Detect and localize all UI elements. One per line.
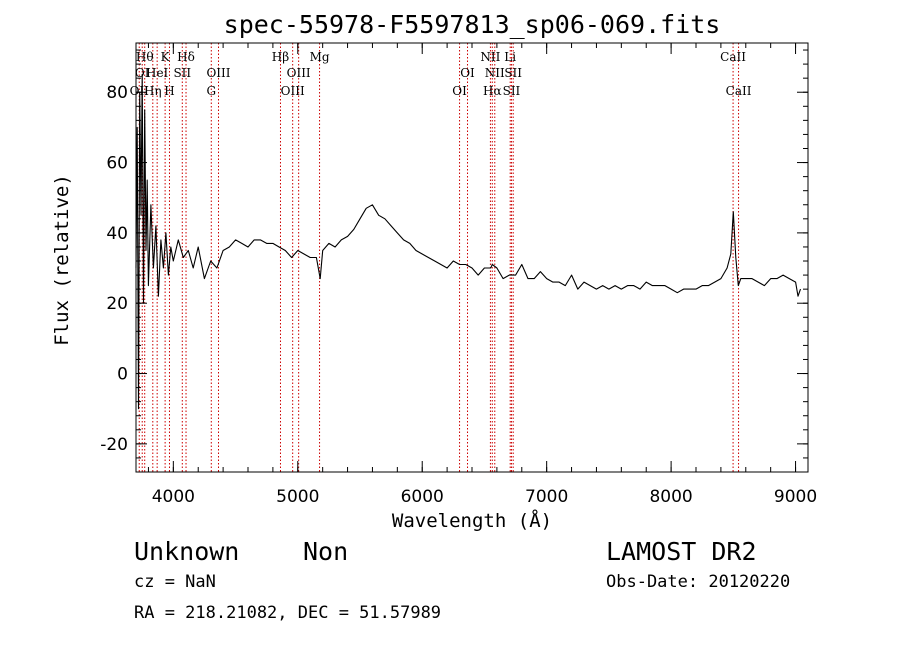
plot-frame (135, 42, 809, 473)
spectrum-series (135, 74, 802, 410)
spectral-line-label: OIII (281, 84, 305, 98)
survey-name: LAMOST DR2 (606, 537, 757, 566)
y-tick-label: -20 (100, 435, 128, 455)
x-tick-label: 8000 (649, 487, 692, 507)
spectral-line-labels: OII OI Hθ Hη HeI K H SII Hδ G OIII Hβ OIII OIII Mg OI OI… (130, 50, 752, 98)
spectral-line-label: NII (485, 66, 505, 80)
spectral-line-label: OI (452, 84, 467, 98)
x-tick-label: 5000 (276, 487, 319, 507)
spectrum-line (135, 74, 802, 410)
x-tick-label: 7000 (525, 487, 568, 507)
y-tick-label: 60 (106, 154, 128, 174)
chart-title: spec-55978-F5597813_sp06-069.fits (223, 10, 721, 39)
spectral-line-label: SII (173, 66, 191, 80)
x-tick-label: 6000 (401, 487, 444, 507)
spectral-line-label: Mg (310, 50, 330, 64)
spectral-line-label: NII (480, 50, 500, 64)
spectral-line-label: Li (504, 50, 516, 64)
spectral-line-label: H (164, 84, 174, 98)
y-axis-label: Flux (relative) (51, 174, 73, 346)
y-tick-label: 80 (106, 83, 128, 103)
spectral-line-label: SII (504, 66, 522, 80)
x-tick-label: 9000 (774, 487, 817, 507)
spectral-line-label: OII (130, 84, 150, 98)
spectral-line-label: Hα (483, 84, 502, 98)
spectral-line-label: Hδ (177, 50, 195, 64)
y-tick-label: 40 (106, 224, 128, 244)
axis-ticks (136, 43, 808, 473)
spectral-line-label: OI (460, 66, 475, 80)
object-subclass: Non (303, 537, 349, 566)
observation-date: Obs-Date: 20120220 (606, 572, 791, 592)
spectral-line-label: OIII (206, 66, 230, 80)
spectral-line-markers (138, 43, 740, 472)
spectral-line-label: CaII (726, 84, 752, 98)
y-tick-label: 20 (106, 294, 128, 314)
spectral-line-label: SII (503, 84, 521, 98)
axis-tick-labels: 4000 5000 6000 7000 8000 9000 -20 0 20 40 60 80 (100, 83, 817, 507)
spectral-line-label: Hη (144, 84, 162, 98)
spectral-line-label: HeI (146, 66, 169, 80)
spectral-line-label: G (206, 84, 216, 98)
spectral-line-label: CaII (720, 50, 746, 64)
redshift-readout: cz = NaN (134, 572, 216, 592)
spectral-line-label: Hβ (272, 50, 289, 64)
spectral-line-label: OIII (287, 66, 311, 80)
x-axis-label: Wavelength (Å) (391, 510, 553, 532)
object-class: Unknown (134, 537, 240, 566)
y-tick-label: 0 (117, 365, 128, 385)
x-tick-label: 4000 (152, 487, 195, 507)
spectral-line-label: K (161, 50, 171, 64)
coordinates-readout: RA = 218.21082, DEC = 51.57989 (134, 603, 442, 623)
spectral-line-label: Hθ (136, 50, 154, 64)
spectral-line-label: OI (135, 66, 150, 80)
